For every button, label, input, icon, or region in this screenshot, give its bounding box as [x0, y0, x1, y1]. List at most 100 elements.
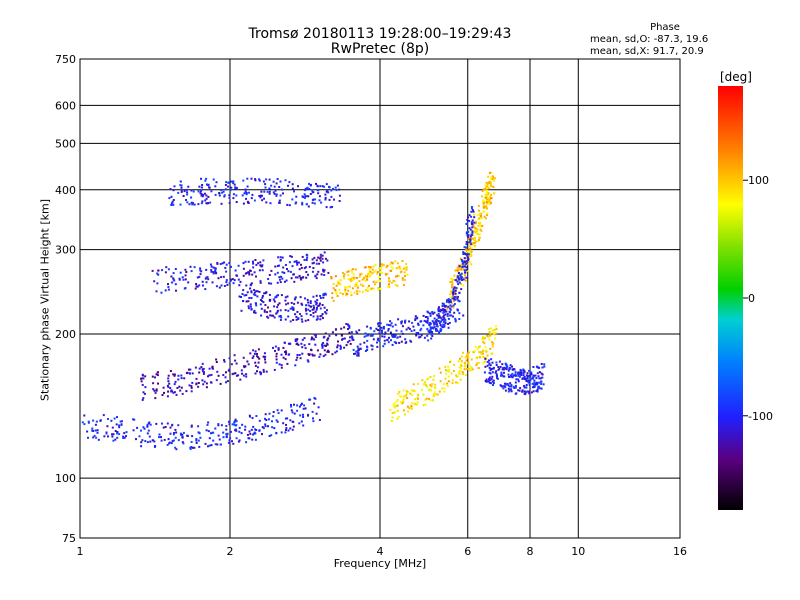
data-point	[449, 296, 451, 299]
grid	[79, 58, 681, 539]
phase-o-stats: mean, sd,O: -87.3, 19.6	[590, 34, 709, 45]
data-point	[448, 321, 451, 324]
data-point	[284, 296, 287, 299]
data-point	[464, 363, 467, 366]
data-point	[204, 288, 207, 291]
data-point	[253, 271, 256, 274]
data-point	[210, 270, 213, 273]
data-point	[489, 332, 492, 335]
data-point	[377, 288, 380, 291]
data-point	[181, 392, 184, 395]
data-point	[290, 255, 293, 258]
data-point	[437, 317, 440, 319]
data-point	[468, 219, 471, 222]
data-point	[295, 359, 298, 361]
data-point	[197, 425, 200, 428]
data-point	[270, 314, 273, 317]
data-point	[181, 276, 184, 279]
data-point	[410, 405, 413, 407]
data-point	[335, 291, 338, 293]
data-point	[540, 383, 543, 385]
data-point	[280, 364, 283, 367]
data-point	[489, 379, 492, 382]
data-point	[376, 345, 379, 348]
data-point	[431, 383, 434, 386]
data-point	[379, 322, 382, 325]
data-point	[399, 395, 402, 397]
data-point	[303, 404, 306, 407]
data-point	[330, 195, 333, 198]
data-point	[347, 270, 350, 273]
data-point	[199, 269, 202, 272]
data-point	[470, 247, 473, 250]
data-point	[319, 253, 322, 256]
data-point	[251, 273, 254, 276]
data-point	[428, 397, 431, 400]
data-point	[466, 249, 469, 252]
data-point	[247, 300, 250, 303]
data-point	[488, 371, 491, 374]
data-point	[229, 279, 232, 282]
data-point	[488, 328, 491, 331]
data-point	[204, 442, 207, 445]
data-point	[462, 262, 465, 265]
data-point	[401, 325, 404, 328]
data-point	[460, 367, 462, 370]
data-point	[254, 294, 257, 297]
data-point	[458, 281, 461, 284]
data-point	[321, 304, 324, 306]
data-point	[226, 380, 229, 383]
data-point	[494, 333, 497, 336]
data-point	[231, 423, 234, 426]
data-point	[186, 434, 189, 437]
data-point	[253, 199, 256, 202]
data-point	[367, 334, 370, 337]
data-point	[389, 320, 392, 323]
data-point	[540, 387, 543, 390]
data-point	[205, 202, 208, 205]
data-point	[224, 188, 227, 191]
data-point	[414, 319, 417, 321]
data-point	[455, 269, 458, 272]
data-point	[512, 368, 515, 370]
data-point	[543, 363, 546, 366]
data-point	[451, 382, 454, 384]
data-point	[394, 275, 397, 278]
colorbar	[718, 86, 743, 510]
data-point	[405, 394, 408, 397]
data-point	[429, 384, 432, 387]
data-point	[307, 414, 309, 417]
data-point	[432, 378, 435, 381]
data-point	[514, 381, 517, 384]
data-point	[94, 423, 97, 426]
data-point	[140, 429, 142, 432]
data-point	[522, 369, 525, 372]
data-point	[227, 441, 230, 444]
data-point	[377, 287, 380, 289]
data-point	[286, 203, 289, 206]
data-point	[530, 377, 533, 380]
data-point	[432, 399, 435, 402]
data-point	[486, 364, 489, 367]
data-point	[277, 294, 279, 297]
data-point	[311, 198, 314, 201]
data-point	[395, 404, 398, 407]
data-point	[276, 178, 279, 180]
data-point	[230, 363, 233, 366]
data-point	[262, 301, 265, 304]
data-point	[315, 302, 318, 305]
data-point	[205, 281, 208, 284]
data-point	[469, 254, 471, 257]
data-point	[309, 183, 312, 186]
data-point	[259, 280, 262, 283]
data-point	[493, 329, 496, 331]
data-point	[483, 360, 486, 363]
data-point	[227, 420, 230, 423]
data-point	[465, 243, 468, 246]
data-point	[382, 345, 385, 348]
data-point	[386, 265, 389, 268]
data-point	[403, 271, 406, 274]
data-point	[462, 351, 464, 354]
data-point	[356, 345, 359, 348]
data-point	[294, 276, 297, 279]
